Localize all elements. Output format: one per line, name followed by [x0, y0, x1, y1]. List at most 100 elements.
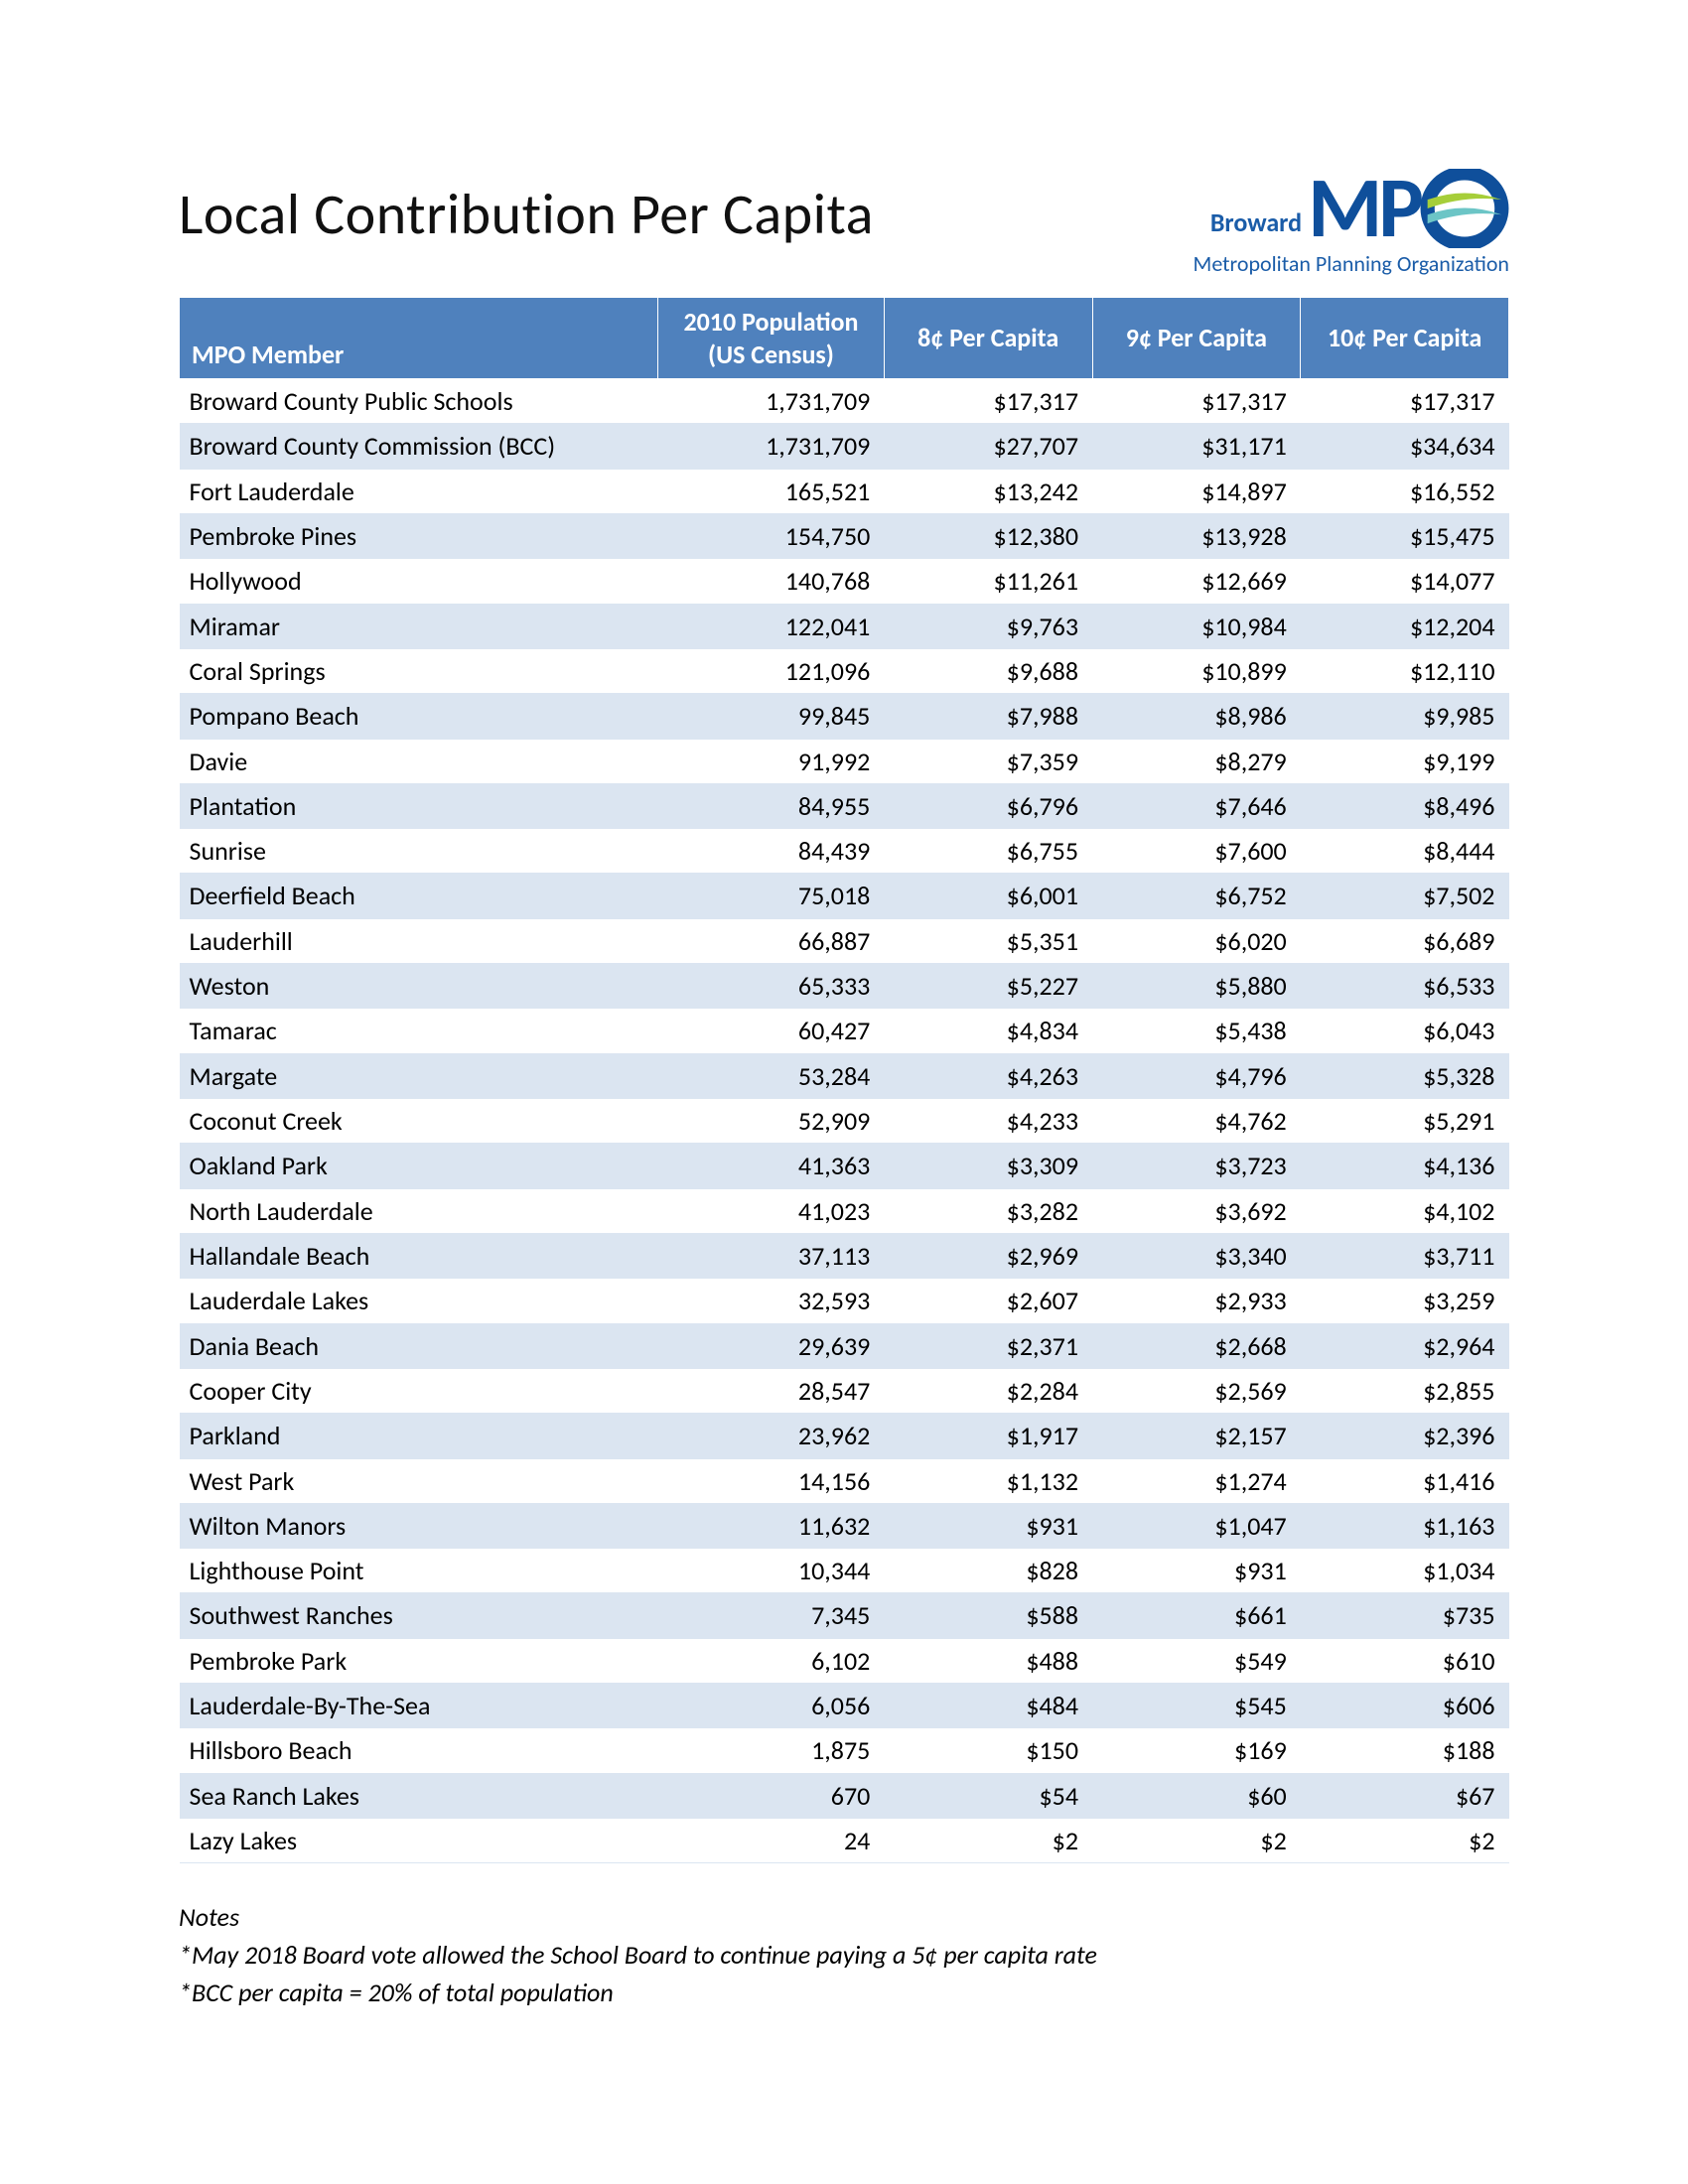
- cell-9c: $17,317: [1092, 379, 1301, 424]
- table-row: Parkland23,962$1,917$2,157$2,396: [180, 1414, 1509, 1458]
- table-row: West Park14,156$1,132$1,274$1,416: [180, 1458, 1509, 1503]
- cell-8c: $11,261: [884, 559, 1092, 604]
- logo-o-icon: [1420, 169, 1509, 248]
- cell-member: Cooper City: [180, 1368, 658, 1413]
- cell-10c: $12,110: [1301, 648, 1509, 693]
- logo: Broward MP Metropolitan Planning Organiz…: [1194, 169, 1509, 277]
- cell-member: Lazy Lakes: [180, 1819, 658, 1863]
- cell-8c: $9,763: [884, 604, 1092, 648]
- cell-member: Broward County Public Schools: [180, 379, 658, 424]
- table-row: Miramar122,041$9,763$10,984$12,204: [180, 604, 1509, 648]
- cell-10c: $2,964: [1301, 1323, 1509, 1368]
- cell-8c: $7,359: [884, 739, 1092, 783]
- cell-member: Deerfield Beach: [180, 874, 658, 918]
- cell-population: 75,018: [658, 874, 885, 918]
- cell-member: Southwest Ranches: [180, 1593, 658, 1638]
- cell-population: 41,023: [658, 1188, 885, 1233]
- cell-9c: $7,600: [1092, 829, 1301, 874]
- cell-10c: $15,475: [1301, 513, 1509, 558]
- cell-population: 65,333: [658, 964, 885, 1009]
- cell-8c: $5,351: [884, 918, 1092, 963]
- cell-9c: $2,569: [1092, 1368, 1301, 1413]
- cell-9c: $60: [1092, 1773, 1301, 1818]
- cell-8c: $9,688: [884, 648, 1092, 693]
- cell-8c: $1,132: [884, 1458, 1092, 1503]
- cell-population: 99,845: [658, 694, 885, 739]
- cell-population: 154,750: [658, 513, 885, 558]
- cell-population: 7,345: [658, 1593, 885, 1638]
- table-row: Deerfield Beach75,018$6,001$6,752$7,502: [180, 874, 1509, 918]
- cell-population: 32,593: [658, 1279, 885, 1323]
- cell-8c: $3,282: [884, 1188, 1092, 1233]
- table-row: Dania Beach29,639$2,371$2,668$2,964: [180, 1323, 1509, 1368]
- cell-population: 6,056: [658, 1684, 885, 1728]
- cell-population: 1,731,709: [658, 424, 885, 469]
- col-9c: 9¢ Per Capita: [1092, 298, 1301, 379]
- cell-10c: $8,496: [1301, 783, 1509, 828]
- table-row: Coral Springs121,096$9,688$10,899$12,110: [180, 648, 1509, 693]
- cell-10c: $610: [1301, 1638, 1509, 1683]
- cell-member: Coconut Creek: [180, 1099, 658, 1144]
- cell-10c: $1,163: [1301, 1503, 1509, 1548]
- cell-8c: $17,317: [884, 379, 1092, 424]
- cell-9c: $2,157: [1092, 1414, 1301, 1458]
- header: Local Contribution Per Capita Broward MP…: [179, 169, 1509, 277]
- cell-10c: $188: [1301, 1728, 1509, 1773]
- cell-8c: $6,755: [884, 829, 1092, 874]
- cell-population: 1,875: [658, 1728, 885, 1773]
- cell-10c: $8,444: [1301, 829, 1509, 874]
- cell-population: 122,041: [658, 604, 885, 648]
- table-row: Pembroke Park6,102$488$549$610: [180, 1638, 1509, 1683]
- cell-9c: $5,438: [1092, 1009, 1301, 1053]
- cell-10c: $12,204: [1301, 604, 1509, 648]
- cell-9c: $3,340: [1092, 1233, 1301, 1278]
- cell-member: Pembroke Pines: [180, 513, 658, 558]
- cell-population: 84,955: [658, 783, 885, 828]
- cell-8c: $588: [884, 1593, 1092, 1638]
- cell-8c: $488: [884, 1638, 1092, 1683]
- cell-9c: $8,279: [1092, 739, 1301, 783]
- cell-population: 66,887: [658, 918, 885, 963]
- table-body: Broward County Public Schools1,731,709$1…: [180, 379, 1509, 1863]
- cell-9c: $1,047: [1092, 1503, 1301, 1548]
- cell-8c: $828: [884, 1549, 1092, 1593]
- cell-8c: $1,917: [884, 1414, 1092, 1458]
- col-8c: 8¢ Per Capita: [884, 298, 1092, 379]
- cell-member: Davie: [180, 739, 658, 783]
- cell-8c: $4,834: [884, 1009, 1092, 1053]
- table-row: Lauderdale Lakes32,593$2,607$2,933$3,259: [180, 1279, 1509, 1323]
- cell-8c: $4,263: [884, 1053, 1092, 1098]
- cell-member: Lauderdale-By-The-Sea: [180, 1684, 658, 1728]
- notes-section: Notes *May 2018 Board vote allowed the S…: [179, 1899, 1509, 2011]
- cell-9c: $10,899: [1092, 648, 1301, 693]
- cell-9c: $661: [1092, 1593, 1301, 1638]
- cell-8c: $2,607: [884, 1279, 1092, 1323]
- table-row: Sunrise84,439$6,755$7,600$8,444: [180, 829, 1509, 874]
- cell-population: 14,156: [658, 1458, 885, 1503]
- cell-9c: $4,762: [1092, 1099, 1301, 1144]
- cell-member: Lauderhill: [180, 918, 658, 963]
- table-row: Hallandale Beach37,113$2,969$3,340$3,711: [180, 1233, 1509, 1278]
- cell-population: 24: [658, 1819, 885, 1863]
- cell-8c: $2,371: [884, 1323, 1092, 1368]
- cell-member: Miramar: [180, 604, 658, 648]
- cell-10c: $6,689: [1301, 918, 1509, 963]
- cell-population: 53,284: [658, 1053, 885, 1098]
- cell-member: Oakland Park: [180, 1144, 658, 1188]
- cell-10c: $4,102: [1301, 1188, 1509, 1233]
- cell-member: Weston: [180, 964, 658, 1009]
- cell-8c: $484: [884, 1684, 1092, 1728]
- cell-population: 60,427: [658, 1009, 885, 1053]
- cell-8c: $13,242: [884, 469, 1092, 513]
- cell-population: 29,639: [658, 1323, 885, 1368]
- cell-10c: $3,259: [1301, 1279, 1509, 1323]
- table-row: Plantation84,955$6,796$7,646$8,496: [180, 783, 1509, 828]
- cell-10c: $16,552: [1301, 469, 1509, 513]
- cell-10c: $7,502: [1301, 874, 1509, 918]
- table-row: Pembroke Pines154,750$12,380$13,928$15,4…: [180, 513, 1509, 558]
- table-row: Wilton Manors11,632$931$1,047$1,163: [180, 1503, 1509, 1548]
- table-row: Lazy Lakes24$2$2$2: [180, 1819, 1509, 1863]
- cell-9c: $169: [1092, 1728, 1301, 1773]
- table-row: Pompano Beach99,845$7,988$8,986$9,985: [180, 694, 1509, 739]
- table-row: Margate53,284$4,263$4,796$5,328: [180, 1053, 1509, 1098]
